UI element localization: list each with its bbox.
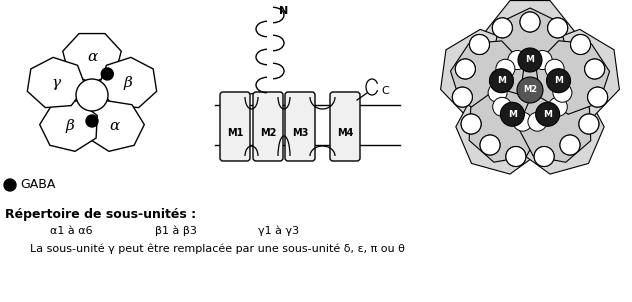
- Polygon shape: [518, 88, 591, 162]
- Text: β1 à β3: β1 à β3: [155, 226, 197, 236]
- Text: M1: M1: [227, 128, 243, 138]
- Circle shape: [579, 114, 599, 134]
- Circle shape: [470, 34, 489, 54]
- Polygon shape: [27, 57, 85, 108]
- FancyBboxPatch shape: [285, 92, 315, 161]
- Circle shape: [101, 68, 113, 80]
- Circle shape: [480, 135, 500, 155]
- Circle shape: [488, 83, 507, 102]
- Circle shape: [545, 59, 564, 78]
- Circle shape: [549, 97, 568, 116]
- Circle shape: [548, 18, 568, 38]
- Circle shape: [560, 135, 580, 155]
- Circle shape: [588, 87, 607, 107]
- Circle shape: [547, 69, 571, 93]
- Circle shape: [461, 114, 481, 134]
- Circle shape: [571, 34, 590, 54]
- Polygon shape: [454, 10, 606, 155]
- Circle shape: [518, 48, 542, 72]
- Polygon shape: [530, 29, 619, 118]
- Text: C: C: [381, 86, 389, 96]
- Text: α: α: [87, 50, 97, 64]
- Polygon shape: [87, 101, 144, 151]
- Polygon shape: [469, 88, 542, 162]
- Circle shape: [520, 12, 540, 32]
- Text: Répertoire de sous-unités :: Répertoire de sous-unités :: [5, 208, 196, 221]
- Circle shape: [517, 77, 543, 103]
- Circle shape: [455, 59, 475, 79]
- Text: M: M: [543, 110, 552, 119]
- Circle shape: [489, 69, 513, 93]
- Polygon shape: [63, 34, 121, 83]
- Circle shape: [506, 146, 526, 166]
- Text: M3: M3: [292, 128, 308, 138]
- Circle shape: [453, 87, 472, 107]
- Circle shape: [506, 146, 526, 166]
- Polygon shape: [493, 8, 567, 80]
- Polygon shape: [516, 85, 604, 174]
- Circle shape: [508, 50, 527, 69]
- Text: β: β: [124, 76, 133, 90]
- Circle shape: [585, 59, 605, 79]
- Circle shape: [534, 146, 554, 166]
- Circle shape: [453, 87, 472, 107]
- Polygon shape: [485, 1, 575, 88]
- FancyBboxPatch shape: [220, 92, 250, 161]
- Circle shape: [480, 135, 500, 155]
- Circle shape: [536, 102, 559, 126]
- Polygon shape: [441, 29, 530, 118]
- Polygon shape: [40, 101, 97, 151]
- Circle shape: [493, 97, 512, 116]
- Circle shape: [4, 179, 16, 191]
- Circle shape: [501, 102, 525, 126]
- Text: γ: γ: [51, 76, 61, 90]
- Circle shape: [520, 12, 540, 32]
- Circle shape: [455, 59, 475, 79]
- Circle shape: [461, 114, 481, 134]
- Polygon shape: [456, 85, 544, 174]
- Text: M2: M2: [260, 128, 276, 138]
- FancyBboxPatch shape: [253, 92, 283, 161]
- Circle shape: [579, 114, 599, 134]
- Text: M: M: [508, 110, 517, 119]
- Circle shape: [548, 18, 568, 38]
- Circle shape: [528, 112, 547, 131]
- Text: β: β: [65, 119, 74, 133]
- Polygon shape: [536, 41, 609, 114]
- Circle shape: [492, 18, 513, 38]
- Circle shape: [533, 50, 552, 69]
- Circle shape: [560, 135, 580, 155]
- Text: M4: M4: [337, 128, 353, 138]
- Polygon shape: [451, 41, 525, 114]
- Circle shape: [492, 18, 513, 38]
- Circle shape: [534, 146, 554, 166]
- Text: α: α: [109, 119, 119, 133]
- Text: γ1 à γ3: γ1 à γ3: [258, 226, 299, 236]
- Text: GABA: GABA: [20, 178, 56, 191]
- Text: M2: M2: [523, 85, 537, 95]
- Text: M: M: [525, 56, 535, 65]
- FancyBboxPatch shape: [330, 92, 360, 161]
- Text: N: N: [279, 6, 289, 16]
- Circle shape: [496, 59, 515, 78]
- Circle shape: [571, 34, 590, 54]
- Circle shape: [588, 87, 607, 107]
- Circle shape: [86, 115, 98, 127]
- Circle shape: [585, 59, 605, 79]
- Polygon shape: [99, 57, 157, 108]
- Circle shape: [76, 79, 108, 111]
- Text: M: M: [497, 76, 506, 85]
- Circle shape: [470, 34, 489, 54]
- Text: α1 à α6: α1 à α6: [50, 226, 93, 236]
- Circle shape: [513, 112, 532, 131]
- Text: La sous-unité γ peut être remplacée par une sous-unité δ, ε, π ou θ: La sous-unité γ peut être remplacée par …: [30, 244, 405, 255]
- Text: M: M: [554, 76, 563, 85]
- Circle shape: [553, 83, 572, 102]
